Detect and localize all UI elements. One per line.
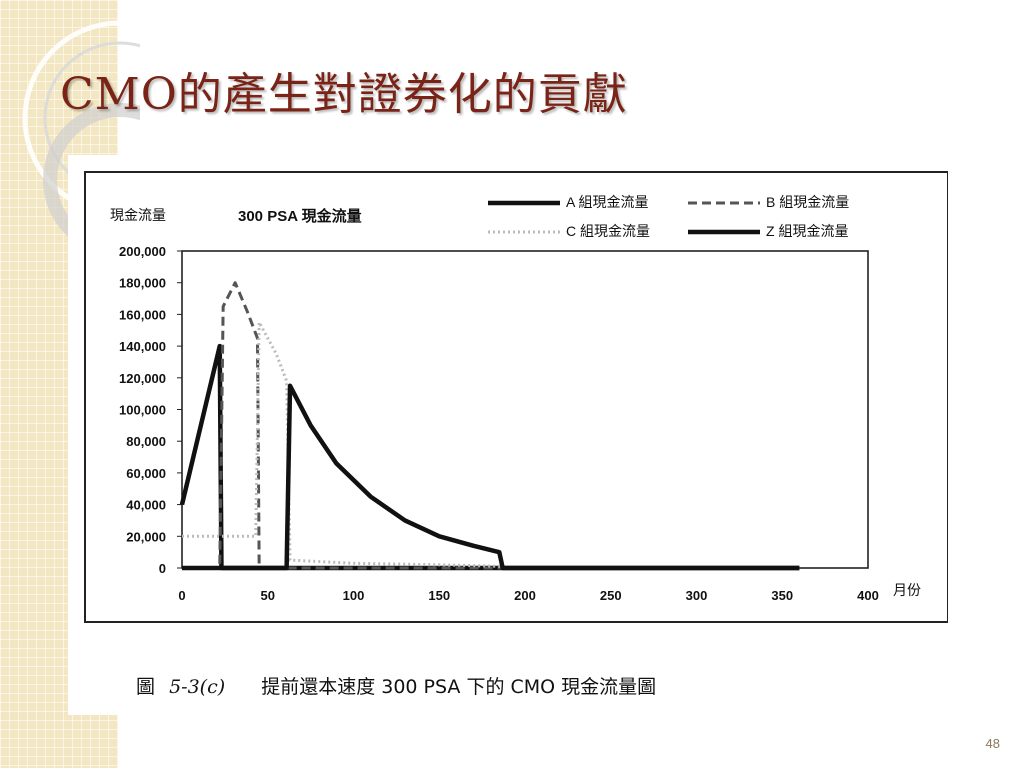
- caption-prefix: 圖: [136, 676, 156, 698]
- page-number: 48: [985, 736, 1000, 751]
- series-line: [182, 320, 800, 570]
- scanned-figure: 0 20,000 40,000 60,000 80,000 100,000 120,000 1…: [68, 155, 948, 715]
- plot-area: [181, 250, 869, 569]
- y-tick-label: 0: [159, 561, 166, 576]
- y-tick-label: 60,000: [126, 466, 166, 481]
- y-tick-label: 140,000: [119, 339, 166, 354]
- legend-label: C 組現金流量: [566, 223, 650, 239]
- legend-label: Z 組現金流量: [766, 223, 848, 239]
- x-tick-label: 150: [428, 588, 450, 603]
- x-tick-label: 50: [261, 588, 275, 603]
- series-line: [179, 343, 800, 571]
- y-tick-label: 80,000: [126, 434, 166, 449]
- y-tick-label: 160,000: [119, 307, 166, 322]
- x-tick-label: 300: [686, 588, 708, 603]
- x-tick-label: 200: [514, 588, 536, 603]
- y-tick-label: 200,000: [119, 244, 166, 259]
- x-tick-label: 0: [178, 588, 185, 603]
- chart-title: 300 PSA 現金流量: [238, 207, 362, 225]
- y-tick-label: 180,000: [119, 276, 166, 291]
- y-axis-label: 現金流量: [110, 207, 166, 223]
- series-line: [182, 383, 800, 571]
- y-tick-label: 20,000: [126, 529, 166, 544]
- x-tick-label: 350: [771, 588, 793, 603]
- cash-flow-chart: 0 20,000 40,000 60,000 80,000 100,000 120,000 1…: [84, 171, 948, 623]
- series-line: [182, 281, 800, 570]
- x-tick-label: 400: [857, 588, 879, 603]
- caption-figure-number: 5-3(c): [169, 676, 226, 698]
- x-tick-label: 100: [343, 588, 365, 603]
- y-tick-label: 100,000: [119, 403, 166, 418]
- y-tick-label: 120,000: [119, 371, 166, 386]
- y-tick-label: 40,000: [126, 498, 166, 513]
- legend-label: B 組現金流量: [766, 194, 849, 210]
- legend-label: A 組現金流量: [566, 194, 648, 210]
- x-tick-label: 250: [600, 588, 622, 603]
- x-axis-label: 月份: [893, 582, 921, 598]
- figure-caption: 圖 5-3(c) 提前還本速度 300 PSA 下的 CMO 現金流量圖: [136, 672, 656, 699]
- figure-frame: [84, 171, 948, 623]
- slide-title: CMO的產生對證券化的貢獻: [60, 69, 628, 120]
- caption-text: 提前還本速度 300 PSA 下的 CMO 現金流量圖: [261, 676, 657, 698]
